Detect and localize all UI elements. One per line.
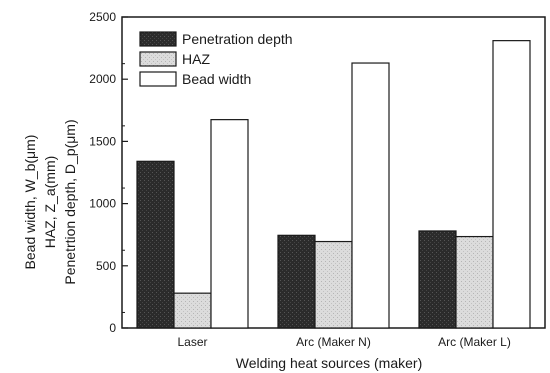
y-axis-title: Bead width, W_b(μm) HAZ, Z_a(mm) Penetrt… bbox=[22, 119, 78, 284]
bar-bead-width-3 bbox=[492, 40, 531, 329]
bar-haz-3 bbox=[455, 235, 494, 329]
bars bbox=[136, 40, 531, 329]
y-tick-label: 0 bbox=[109, 321, 116, 335]
legend-label: Bead width bbox=[182, 71, 251, 87]
bar-penetration-depth-1 bbox=[136, 160, 175, 329]
x-axis-title: Welding heat sources (maker) bbox=[236, 355, 422, 371]
y-tick-label: 2000 bbox=[89, 72, 116, 86]
legend-swatch bbox=[139, 71, 177, 87]
x-tick-label: Laser bbox=[177, 335, 207, 349]
legend-swatch bbox=[139, 31, 177, 47]
bar-penetration-depth-3 bbox=[418, 230, 457, 329]
legend-label: Penetration depth bbox=[182, 31, 293, 47]
bar-haz-2 bbox=[314, 240, 353, 329]
y-axis-title-line-1: Bead width, W_b(μm) bbox=[22, 135, 38, 270]
legend: Penetration depth HAZ Bead width bbox=[139, 31, 293, 87]
y-axis: 0 500 1000 1500 2000 2500 bbox=[89, 10, 128, 335]
bar-bead-width-2 bbox=[351, 62, 390, 329]
bar-bead-width-1 bbox=[210, 119, 249, 329]
y-tick-label: 1000 bbox=[89, 197, 116, 211]
y-tick-label: 500 bbox=[96, 259, 116, 273]
x-tick-label: Arc (Maker N) bbox=[296, 335, 371, 349]
y-axis-title-line-3: Penetrtion depth, D_p(μm) bbox=[62, 119, 78, 284]
bar-penetration-depth-2 bbox=[277, 234, 316, 329]
y-axis-title-line-2: HAZ, Z_a(mm) bbox=[42, 156, 58, 249]
legend-swatch bbox=[139, 51, 177, 67]
bar-haz-1 bbox=[173, 292, 212, 329]
legend-label: HAZ bbox=[182, 51, 210, 67]
y-tick-label: 2500 bbox=[89, 10, 116, 24]
y-tick-label: 1500 bbox=[89, 134, 116, 148]
x-tick-label: Arc (Maker L) bbox=[438, 335, 511, 349]
